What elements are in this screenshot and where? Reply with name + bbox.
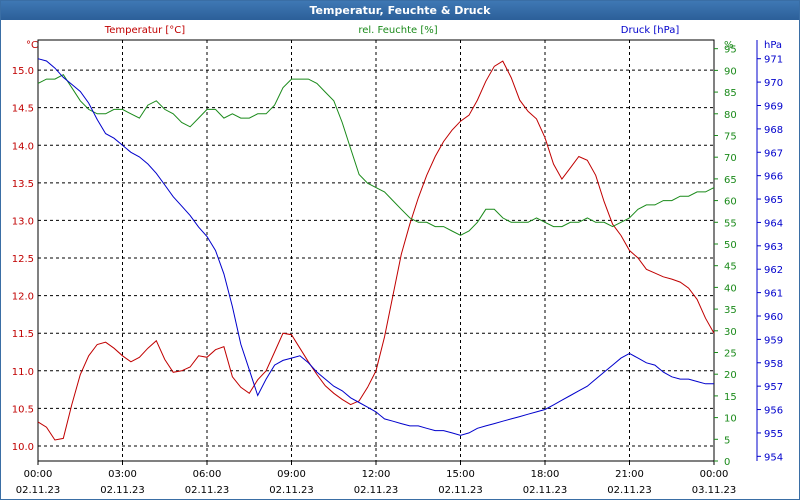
temperature-line — [37, 60, 715, 441]
x-tick-label-time: 00:00 — [700, 469, 729, 480]
temperature-tick-label: 11.0 — [12, 367, 34, 378]
series-layer — [37, 58, 715, 441]
temperature-tick-label: 15.0 — [12, 66, 34, 77]
x-tick-label-time: 18:00 — [531, 469, 560, 480]
temperature-tick-label: 12.0 — [12, 292, 34, 303]
x-tick-label-date: 03.11.23 — [692, 485, 737, 496]
pressure-tick-label: 966 — [764, 172, 783, 183]
pressure-tick-label: 969 — [764, 101, 783, 112]
temperature-header: Temperatur [°C] — [104, 25, 185, 36]
humidity-tick-label: 95 — [724, 45, 737, 56]
pressure-tick-label: 959 — [764, 335, 783, 346]
temperature-tick-label: 13.0 — [12, 216, 34, 227]
pressure-tick-label: 971 — [764, 55, 783, 66]
x-tick-label-date: 02.11.23 — [16, 485, 61, 496]
humidity-tick-label: 60 — [724, 197, 737, 208]
x-tick-label-date: 02.11.23 — [607, 485, 652, 496]
humidity-tick-label: 50 — [724, 240, 737, 251]
title-bar: Temperatur, Feuchte & Druck — [1, 1, 799, 20]
pressure-tick-label: 968 — [764, 125, 783, 136]
humidity-tick-label: 20 — [724, 370, 737, 381]
temperature-tick-label: 14.5 — [12, 104, 34, 115]
pressure-tick-label: 963 — [764, 242, 783, 253]
humidity-tick-label: 75 — [724, 131, 737, 142]
humidity-tick-label: 40 — [724, 283, 737, 294]
pressure-tick-label: 964 — [764, 218, 783, 229]
humidity-tick-label: 70 — [724, 153, 737, 164]
humidity-tick-label: 5 — [724, 435, 730, 446]
humidity-tick-label: 30 — [724, 327, 737, 338]
temperature-tick-label: 10.5 — [12, 404, 34, 415]
pressure-tick-label: 967 — [764, 148, 783, 159]
x-tick-label-time: 09:00 — [277, 469, 306, 480]
pressure-header: Druck [hPa] — [621, 25, 680, 36]
axes: 00:00 02.11.23 03:00 02.11.23 06:00 02.11.23 0… — [12, 40, 783, 496]
pressure-tick-label: 962 — [764, 265, 783, 276]
temperature-tick-label: 12.5 — [12, 254, 34, 265]
x-tick-label-time: 06:00 — [193, 469, 222, 480]
humidity-tick-label: 25 — [724, 348, 737, 359]
x-tick-label-time: 21:00 — [615, 469, 644, 480]
pressure-tick-label: 955 — [764, 429, 783, 440]
pressure-tick-label: 954 — [764, 452, 783, 463]
humidity-tick-label: 65 — [724, 175, 737, 186]
pressure-unit-label: hPa — [764, 40, 782, 51]
humidity-unit-label: % — [724, 40, 734, 51]
x-tick-label-date: 02.11.23 — [269, 485, 314, 496]
pressure-tick-label: 956 — [764, 406, 783, 417]
humidity-tick-label: 80 — [724, 110, 737, 121]
x-tick-label-time: 15:00 — [446, 469, 475, 480]
humidity-tick-label: 0 — [724, 457, 730, 468]
window-title: Temperatur, Feuchte & Druck — [309, 4, 491, 17]
pressure-line — [37, 58, 714, 436]
humidity-tick-label: 35 — [724, 305, 737, 316]
pressure-tick-label: 957 — [764, 382, 783, 393]
temperature-tick-label: 13.5 — [12, 179, 34, 190]
pressure-tick-label: 970 — [764, 78, 783, 89]
x-tick-label-date: 02.11.23 — [185, 485, 230, 496]
humidity-tick-label: 55 — [724, 218, 737, 229]
humidity-header: rel. Feuchte [%] — [358, 25, 437, 36]
x-tick-label-time: 12:00 — [362, 469, 391, 480]
humidity-tick-label: 10 — [724, 414, 737, 425]
pressure-tick-label: 961 — [764, 289, 783, 300]
x-tick-label-time: 00:00 — [24, 469, 53, 480]
humidity-tick-label: 15 — [724, 392, 737, 403]
pressure-tick-label: 960 — [764, 312, 783, 323]
temperature-tick-label: 11.5 — [12, 329, 34, 340]
humidity-tick-label: 90 — [724, 66, 737, 77]
x-tick-label-date: 02.11.23 — [100, 485, 145, 496]
humidity-tick-label: 45 — [724, 262, 737, 273]
temperature-unit-label: °C — [26, 40, 38, 51]
pressure-tick-label: 958 — [764, 359, 783, 370]
x-tick-label-date: 02.11.23 — [523, 485, 568, 496]
temperature-tick-label: 10.0 — [12, 442, 34, 453]
x-tick-label-time: 03:00 — [108, 469, 137, 480]
temperature-tick-label: 14.0 — [12, 141, 34, 152]
humidity-line — [37, 74, 715, 236]
humidity-tick-label: 85 — [724, 88, 737, 99]
x-tick-label-date: 02.11.23 — [438, 485, 483, 496]
x-tick-label-date: 02.11.23 — [354, 485, 399, 496]
pressure-tick-label: 965 — [764, 195, 783, 206]
axis-headers: °C Temperatur [°C] rel. Feuchte [%] Druck [… — [26, 25, 782, 51]
